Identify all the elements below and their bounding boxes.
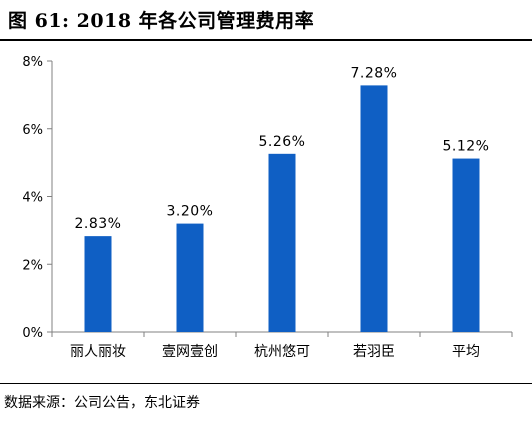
data-label: 7.28% (351, 65, 398, 81)
title-rule (0, 39, 532, 41)
category-label: 杭州悠可 (254, 344, 310, 360)
y-tick-label: 2% (22, 258, 43, 273)
bar (268, 153, 296, 332)
data-label: 5.12% (443, 139, 490, 155)
y-tick-label: 0% (22, 326, 43, 341)
bar-chart: 0% 2% 4% 6% 8% 2.83% 3.20% 5.26% 7.28% 5.12% 丽人丽… (22, 55, 513, 360)
bar (360, 85, 388, 332)
category-label: 若羽臣 (353, 344, 395, 360)
source-rule (0, 383, 532, 384)
category-label: 壹网壹创 (162, 344, 218, 360)
y-tick-label: 8% (22, 55, 43, 70)
category-label: 丽人丽妆 (70, 344, 126, 360)
bar (84, 236, 112, 332)
data-label: 2.83% (75, 216, 122, 232)
y-tick-label: 6% (22, 123, 43, 138)
y-tick-label: 4% (22, 191, 43, 206)
source-note: 数据来源：公司公告，东北证券 (4, 395, 200, 411)
bar (176, 223, 204, 332)
category-label: 平均 (452, 344, 480, 360)
figure-title: 图 61: 2018 年各公司管理费用率 (8, 10, 315, 32)
bar (452, 158, 480, 332)
data-label: 5.26% (259, 134, 306, 150)
data-label: 3.20% (167, 204, 214, 220)
